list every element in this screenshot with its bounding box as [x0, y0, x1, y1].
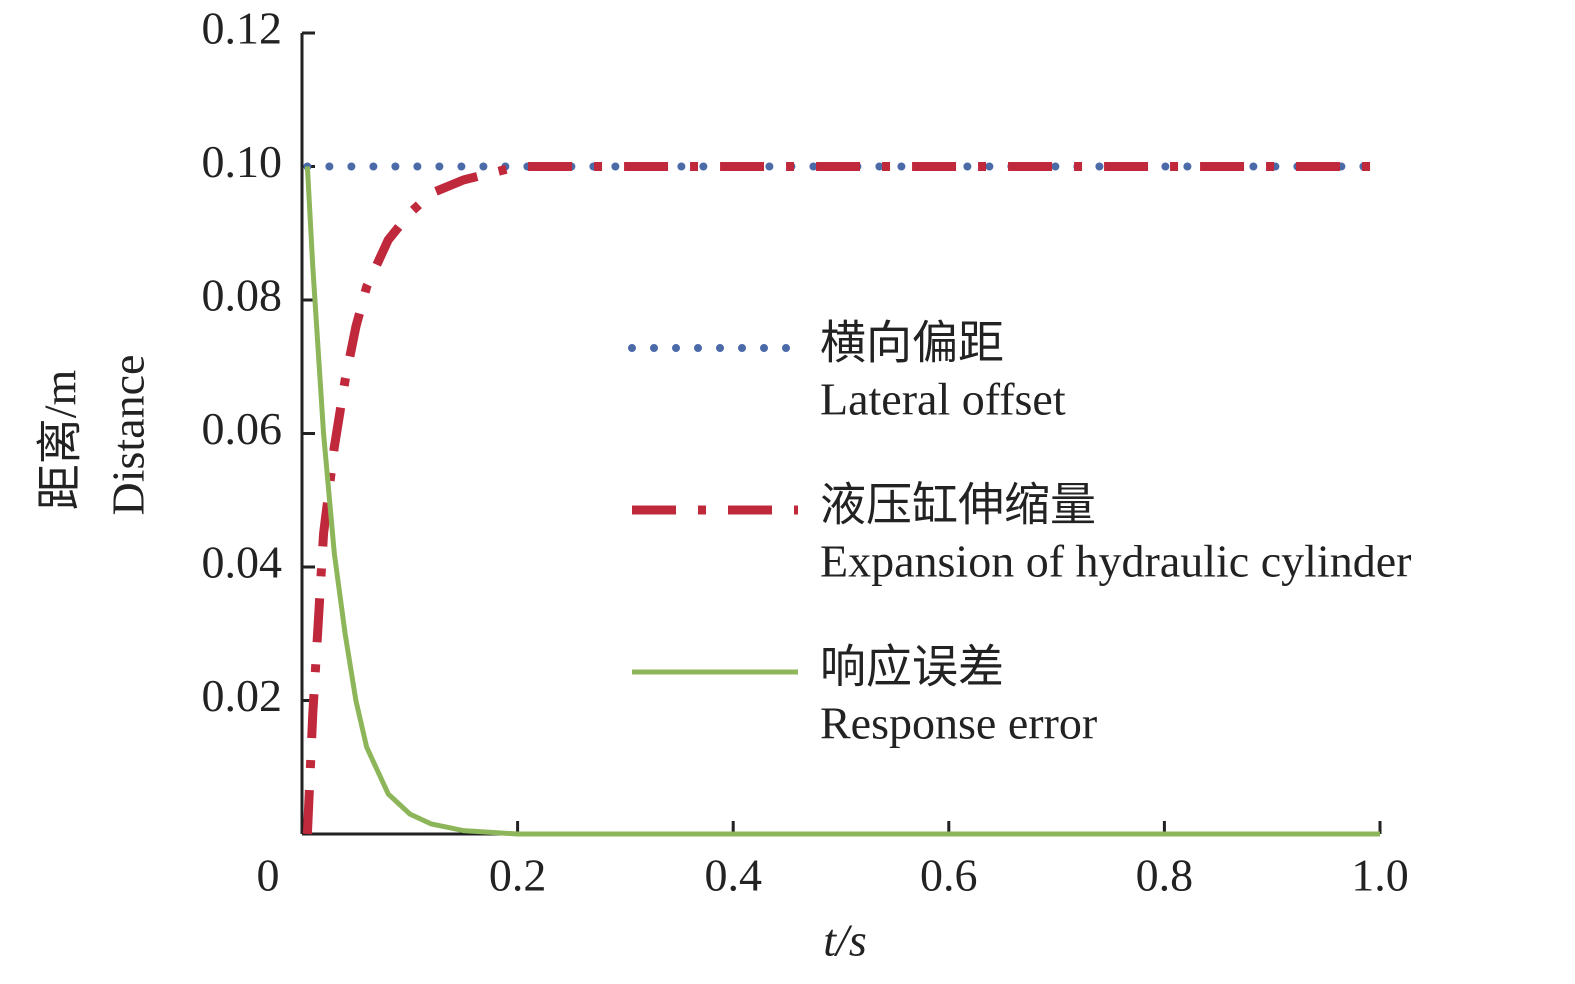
- legend-label: 液压缸伸缩量: [820, 480, 1096, 531]
- y-axis-label-group: 距离/m: [35, 370, 86, 511]
- y-axis-label-group: Distance: [103, 355, 154, 516]
- x-tick-label: 0.2: [489, 850, 547, 901]
- legend-label: 横向偏距: [820, 318, 1004, 369]
- y-tick-label: 0.04: [202, 537, 283, 588]
- y-tick-label: 0.06: [202, 403, 283, 454]
- series-line: [302, 162, 1380, 835]
- y-tick-label: 0.08: [202, 270, 283, 321]
- x-tick-label: 0.4: [704, 850, 762, 901]
- legend-label: Response error: [820, 698, 1097, 749]
- legend-label: Lateral offset: [820, 374, 1066, 425]
- legend-label: Expansion of hydraulic cylinder: [820, 536, 1411, 587]
- y-axis-label: Distance: [103, 355, 154, 516]
- x-tick-label: 1.0: [1351, 850, 1409, 901]
- x-axis-label: t/s: [823, 915, 866, 966]
- x-tick-label: 0: [257, 850, 280, 901]
- series-line: [304, 166, 1380, 837]
- x-tick-label: 0.6: [920, 850, 978, 901]
- y-tick-label: 0.02: [202, 670, 283, 721]
- y-tick-label: 0.10: [202, 136, 283, 187]
- y-tick-label: 0.12: [202, 3, 283, 54]
- legend-label: 响应误差: [820, 642, 1004, 693]
- y-axis-label: 距离/m: [35, 370, 86, 511]
- x-tick-label: 0.8: [1136, 850, 1194, 901]
